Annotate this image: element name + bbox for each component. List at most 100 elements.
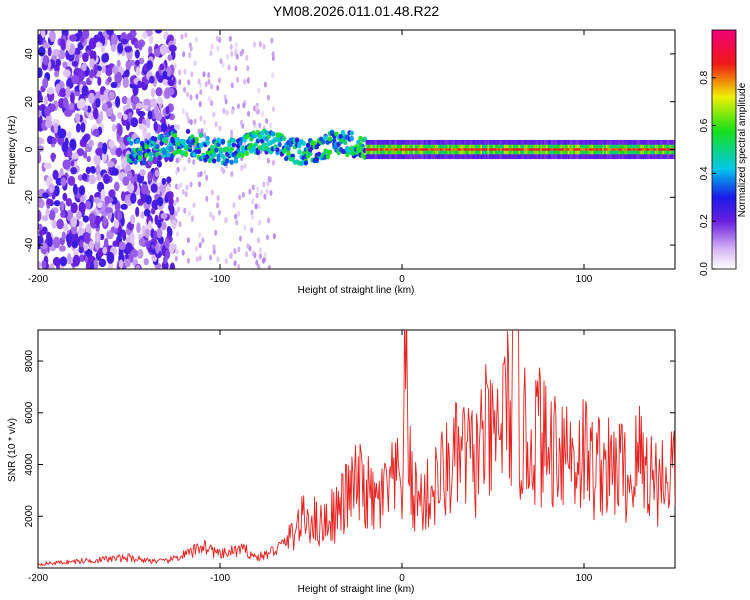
spectrogram-cell [195, 93, 199, 100]
spectrogram-cell [224, 257, 228, 264]
colorbar-tick-label: 0.4 [699, 166, 710, 180]
spectrogram-cell [267, 217, 271, 224]
spectrogram-cell [125, 242, 133, 253]
spectrogram-cell [78, 185, 86, 196]
spectrogram-cell [41, 260, 47, 269]
spectrogram-cell [209, 50, 213, 57]
spectrogram-cell [117, 42, 124, 54]
spectrogram-cell [229, 253, 233, 260]
spectrogram-cell [121, 96, 128, 104]
spectrogram-ytick-label: 40 [24, 48, 35, 60]
snr-frame [37, 329, 676, 569]
chart-title: YM08.2026.011.01.48.R22 [273, 3, 440, 19]
spectrogram-cell [186, 91, 190, 98]
spectrogram-cell [120, 191, 126, 202]
spectrogram-cell [42, 42, 51, 49]
spectrogram-cell [241, 48, 245, 55]
spectrogram-cell [225, 158, 230, 164]
spectrogram-cell [73, 248, 80, 257]
spectrogram-cell [189, 119, 193, 126]
spectrogram-cell [167, 54, 173, 61]
spectrogram-cell [166, 87, 175, 96]
spectrogram-cell [205, 135, 210, 141]
spectrogram-cell [118, 259, 124, 269]
spectrogram-cell [117, 111, 123, 119]
spectrogram-cell [327, 136, 333, 142]
spectrogram-cell [236, 147, 241, 153]
spectrogram-cell [150, 99, 158, 108]
spectrogram-cell [81, 173, 88, 182]
spectrogram-cell [51, 152, 56, 163]
spectrogram-cell [263, 81, 267, 88]
spectrogram-cell [216, 153, 221, 159]
spectrogram-cell [88, 70, 95, 79]
spectrogram-cell [153, 136, 158, 142]
spectrogram-cell [230, 50, 234, 57]
spectrogram-cell [148, 151, 154, 157]
spectrogram-cell [93, 63, 98, 76]
spectrogram-cell [260, 110, 264, 117]
snr-xtick-label: 0 [399, 573, 405, 584]
spectrogram-cell [139, 169, 146, 177]
spectrogram-cell [62, 223, 69, 232]
spectrogram-y-label: Frequency (Hz) [7, 116, 18, 185]
spectrogram-cell [106, 30, 114, 36]
spectrogram-cell [140, 183, 149, 195]
spectrogram-cell [178, 79, 182, 86]
spectrogram-cell [205, 140, 210, 146]
spectrogram-cell [51, 137, 57, 145]
spectrogram-cell [297, 149, 302, 155]
spectrogram-cell [201, 237, 205, 244]
spectrogram-cell [52, 256, 61, 267]
spectrogram-cell [243, 78, 247, 85]
spectrogram-cell [248, 188, 252, 195]
spectrogram-cell [257, 219, 261, 226]
spectrogram-cell [177, 184, 181, 191]
spectrogram-cell [112, 65, 119, 75]
spectrogram-cell [227, 64, 231, 71]
spectrogram-cell [94, 231, 101, 243]
spectrogram-cell [233, 158, 239, 164]
spectrogram-cell [101, 65, 106, 74]
spectrogram-cell [105, 207, 113, 214]
spectrogram-cell [190, 71, 194, 78]
spectrogram-cell [71, 74, 80, 85]
spectrogram-cell [48, 263, 55, 269]
spectrogram-cell [95, 164, 101, 177]
spectrogram-cell [225, 109, 229, 116]
spectrogram-cell [160, 221, 167, 231]
spectrogram-cell [48, 103, 56, 112]
spectrogram-cell [80, 122, 86, 133]
spectrogram-cell [269, 190, 273, 197]
snr-xtick-label: 100 [576, 573, 593, 584]
spectrogram-cell [95, 147, 103, 156]
spectrogram-cells [38, 30, 675, 269]
spectrogram-cell [199, 115, 203, 122]
spectrogram-cell [82, 134, 89, 143]
spectrogram-cell [38, 105, 43, 112]
spectrogram-cell [240, 152, 245, 158]
spectrogram-cell [188, 210, 192, 217]
spectrogram-cell [262, 142, 267, 148]
spectrogram-xtick-label: 0 [399, 274, 405, 285]
spectrogram-cell [64, 108, 73, 117]
spectrogram-cell [258, 41, 262, 48]
spectrogram-cell [265, 118, 269, 125]
spectrogram-cell [147, 110, 153, 120]
spectrogram-cell [71, 60, 79, 67]
spectrogram-cell [231, 138, 237, 144]
spectrogram-cell [253, 252, 257, 259]
spectrogram-cell [233, 248, 237, 255]
spectrogram-cell [106, 251, 115, 264]
spectrogram-ytick-label: 20 [24, 96, 35, 108]
spectrogram-cell [192, 159, 196, 166]
spectrogram-cell [121, 156, 128, 168]
spectrogram-cell [142, 31, 148, 40]
colorbar: 0.0 0.2 0.4 0.6 0.8 Normalized spectral ampl… [699, 29, 748, 276]
spectrogram-cell [122, 113, 128, 121]
spectrogram-cell [166, 226, 172, 234]
spectrogram-cell [270, 37, 274, 44]
spectrogram-cell [204, 81, 208, 88]
spectrogram-cell [61, 231, 66, 240]
spectrogram-cell [100, 45, 105, 53]
